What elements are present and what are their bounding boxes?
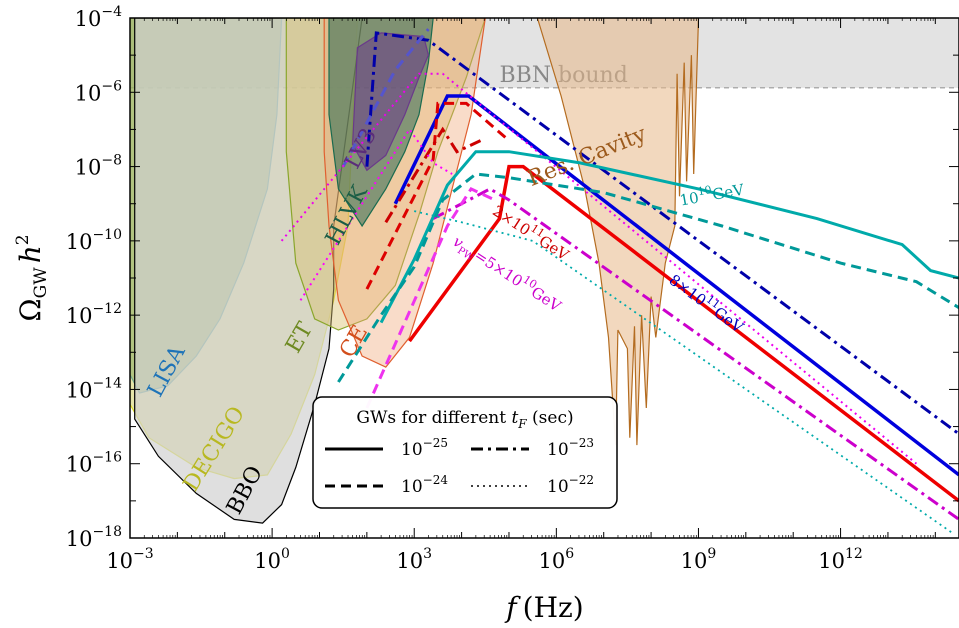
y-tick-base: 10: [66, 230, 93, 254]
legend-title-sub: F: [517, 417, 527, 431]
detector-region-lv3: [351, 32, 430, 172]
x-tick-base: 10: [539, 549, 566, 573]
y-tick-exp: −16: [92, 450, 122, 466]
y-axis-title: ΩGW h2: [13, 234, 51, 321]
x-tick-label: 100: [254, 546, 290, 573]
x-axis-unit: (Hz): [523, 591, 584, 624]
legend-entry-exp: −24: [423, 473, 449, 487]
line-label-sup: 11: [528, 222, 547, 241]
legend-title-var: t: [511, 408, 518, 428]
y-tick-label: 10−10: [66, 227, 122, 254]
y-tick-base: 10: [66, 304, 93, 328]
spectrum-line-10: [365, 186, 496, 409]
x-tick-base: 10: [818, 549, 845, 573]
x-tick-exp: 0: [281, 546, 290, 562]
line-label-tail: GeV: [711, 180, 746, 203]
legend-title-prefix: GWs for different: [356, 408, 511, 428]
line-label-base: 10: [678, 189, 700, 210]
legend-box: [312, 396, 618, 509]
plot-frame: [129, 17, 959, 539]
y-tick-label: 10−14: [66, 375, 122, 402]
y-tick-exp: −8: [101, 153, 122, 169]
legend-title-suffix: (sec): [527, 408, 574, 428]
spectrum-line-12: [337, 172, 959, 383]
legend-entry-base: 10: [547, 440, 569, 460]
y-axis-var: Ω: [14, 298, 47, 321]
spectrum-line-3: [341, 28, 430, 168]
y-tick-exp: −14: [92, 375, 122, 391]
y-tick-base: 10: [66, 527, 93, 551]
spectrum-line-13: [413, 210, 955, 536]
y-tick-exp: −18: [92, 524, 122, 540]
y-tick-label: 10−16: [66, 450, 122, 477]
y-tick-exp: −6: [101, 78, 122, 94]
spectrum-line-2: [365, 31, 959, 436]
y-tick-exp: −12: [92, 301, 122, 317]
legend-entry-base: 10: [401, 440, 423, 460]
x-tick-base: 10: [106, 549, 133, 573]
legend-entry-base: 10: [547, 477, 569, 497]
legend-title: GWs for different tF (sec): [356, 408, 573, 431]
y-tick-base: 10: [75, 7, 102, 31]
legend-entry-base: 10: [401, 477, 423, 497]
x-tick-exp: −3: [133, 546, 154, 562]
line-label-sup: 10: [520, 273, 539, 292]
legend-entry-exp: −23: [569, 436, 594, 450]
y-tick-base: 10: [66, 378, 93, 402]
y-tick-label: 10−18: [66, 524, 122, 551]
x-tick-label: 103: [396, 546, 432, 573]
legend-entry-exp: −22: [569, 473, 594, 487]
x-axis-title: f (Hz): [504, 591, 583, 624]
y-tick-label: 10−6: [75, 78, 122, 105]
legend-entry-label: 10−23: [547, 436, 594, 460]
gw-spectra-lines: [280, 28, 959, 536]
y-axis-sub: GW: [31, 267, 51, 299]
line-label-sup: 10: [697, 183, 713, 198]
legend-entry-label: 10−25: [401, 436, 448, 460]
line-label-tail: GeV: [536, 232, 573, 265]
y-tick-label: 10−8: [75, 153, 122, 180]
spectrum-line-11: [379, 150, 959, 324]
y-tick-base: 10: [75, 156, 102, 180]
line-label-1: 1010GeV: [678, 177, 747, 209]
y-tick-exp: −4: [101, 4, 122, 20]
detector-regions: [130, 18, 700, 524]
legend-entry-label: 10−22: [547, 473, 594, 497]
legend-entry-exp: −25: [423, 436, 448, 450]
x-tick-exp: 9: [707, 546, 716, 562]
x-tick-base: 10: [681, 549, 708, 573]
legend: GWs for different tF (sec)10−25 10−2310−2…: [312, 396, 618, 509]
legend-entry-label: 10−24: [401, 473, 448, 497]
spectrum-line-6: [365, 101, 510, 290]
y-tick-base: 10: [66, 453, 93, 477]
y-tick-label: 10−12: [66, 301, 122, 328]
spectrum-line-8: [299, 127, 453, 301]
y-axis-h: h: [14, 245, 47, 263]
y-tick-label: 10−4: [75, 4, 122, 31]
spectrum-line-4: [280, 72, 918, 465]
x-tick-base: 10: [254, 549, 281, 573]
y-tick-exp: −10: [92, 227, 122, 243]
x-tick-label: 106: [539, 546, 575, 573]
x-tick-exp: 6: [565, 546, 574, 562]
x-tick-label: 109: [681, 546, 717, 573]
axis-ticks: 10−3 100 103 106 109 101210−410−610−810−1010−…: [66, 4, 959, 573]
y-axis-sup: 2: [13, 234, 33, 245]
x-tick-exp: 12: [845, 546, 863, 562]
line-label-mid: =5×10: [471, 246, 526, 290]
spectrum-line-1: [393, 94, 959, 477]
spectrum-line-7: [384, 126, 482, 224]
line-label-tail: GeV: [528, 283, 565, 316]
detector-region-res-cavity: [536, 18, 700, 446]
x-tick-exp: 3: [423, 546, 432, 562]
x-tick-base: 10: [396, 549, 423, 573]
line-label-base: 2×10: [489, 202, 533, 240]
x-tick-label: 10−3: [106, 546, 153, 573]
spectrum-line-5: [408, 164, 959, 503]
x-axis-var: f: [504, 591, 521, 624]
y-tick-base: 10: [75, 81, 102, 105]
x-tick-label: 1012: [818, 546, 863, 573]
